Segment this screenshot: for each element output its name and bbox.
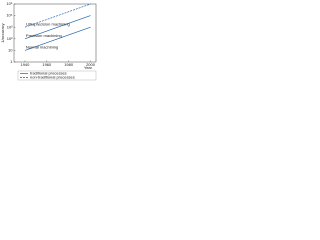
legend-box [17,70,97,81]
y-tick-label: 10⁴ [6,13,12,18]
y-tick-label: 10 [8,47,13,52]
series-label: Precision machining [26,33,62,38]
x-axis-label: Year [84,65,93,70]
x-tick-label: 1940 [20,62,30,67]
legend-label: non-traditional processes [30,75,75,80]
y-tick-label: 1 [10,59,13,64]
y-tick-label: 10² [7,36,13,41]
y-tick-label: 10⁵ [6,1,12,6]
x-tick-label: 1960 [42,62,52,67]
plot-frame [13,3,97,63]
series-line [24,15,91,40]
legend-label: traditional processes [30,71,67,76]
series-line [24,3,91,28]
series-label: Normal machining [26,44,58,49]
x-tick-label: 2000 [86,62,96,67]
chart: 1/accuracy Year 1 10 10² 10³ 10⁴ 10⁵ 1940 1960 1… [0,1,97,81]
y-tick-label: 10³ [7,24,13,29]
x-tick-label: 1980 [64,62,74,67]
series-line [24,26,91,51]
y-axis-label: 1/accuracy [0,23,5,42]
page: 1/accuracy Year 1 10 10² 10³ 10⁴ 10⁵ 1940 1960 1… [0,0,320,81]
series-label: Ultraprecision machining [26,21,70,26]
